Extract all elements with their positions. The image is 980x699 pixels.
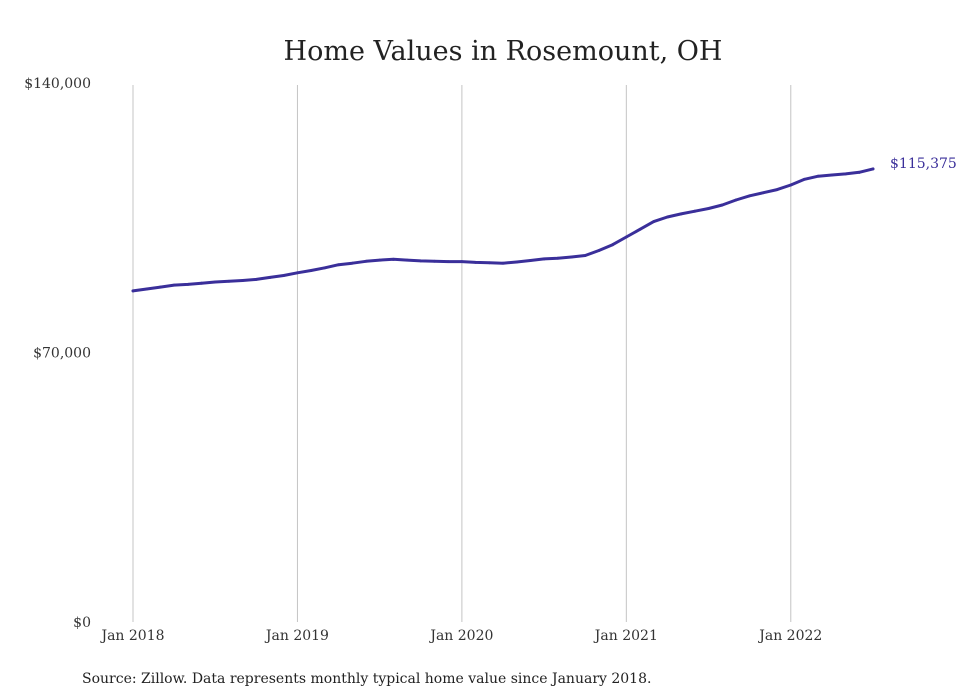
data-point [145,287,149,291]
data-point [734,198,738,202]
chart-title: Home Values in Rosemount, OH [284,36,723,67]
end-value-label: $115,375 [890,156,957,172]
y-tick-label: $70,000 [33,346,91,362]
data-point [679,212,683,216]
data-point [570,255,573,259]
data-point [583,254,587,257]
data-point [241,279,245,282]
data-point [816,174,820,178]
data-point [761,191,765,195]
data-point [323,266,327,270]
x-tick-label: Jan 2019 [264,628,329,644]
y-axis-ticks: $0 $70,000 $140,000 [24,76,91,631]
y-tick-label: $140,000 [24,76,91,92]
data-point [296,271,299,275]
data-point [474,261,477,264]
data-point [529,259,532,262]
data-point [501,261,505,265]
data-point [830,173,834,177]
data-point [611,243,615,247]
data-point [419,259,423,263]
data-point [857,170,861,174]
data-point [309,269,313,272]
x-tick-label: Jan 2020 [428,628,493,644]
data-point [542,257,546,261]
data-point [378,258,382,262]
data-point [707,207,710,210]
x-axis-ticks: Jan 2018 Jan 2019 Jan 2020 Jan 2021 Jan 2022 [99,628,822,644]
data-point [844,172,847,176]
x-tick-label: Jan 2021 [593,628,658,644]
data-point [803,177,806,181]
data-point [460,260,464,264]
data-point [172,283,176,287]
data-point [391,257,395,261]
data-point [254,277,258,281]
data-point [652,220,656,224]
data-point [186,282,190,286]
data-point [693,209,697,213]
source-note: Source: Zillow. Data represents monthly … [82,671,651,687]
data-point [213,280,217,284]
data-point [337,263,340,267]
data-point [515,260,519,264]
data-point [624,235,628,239]
data-point [597,249,601,252]
data-point [433,259,436,263]
data-point [775,188,779,192]
data-point [282,274,286,277]
data-point [200,281,203,285]
data-points [131,167,875,293]
series-line [131,167,875,293]
data-point [487,261,491,265]
data-point [871,167,875,171]
gridlines [132,85,792,622]
data-point [789,183,793,187]
data-point [446,260,450,264]
data-point [131,289,135,293]
data-point [666,215,669,219]
data-point [159,285,162,289]
data-point [268,276,272,279]
data-point [350,261,354,265]
data-point [556,256,560,260]
data-point [720,203,724,207]
data-point [638,227,642,231]
y-tick-label: $0 [73,615,91,631]
data-point [364,259,368,263]
x-tick-label: Jan 2022 [757,628,822,644]
data-point [748,194,752,198]
data-point [405,258,409,262]
x-tick-label: Jan 2018 [99,628,164,644]
data-point [227,279,231,283]
